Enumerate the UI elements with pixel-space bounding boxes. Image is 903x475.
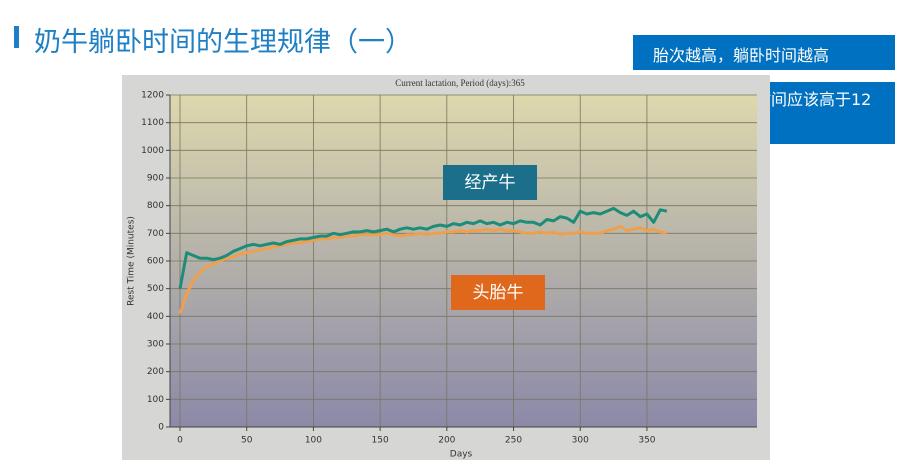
- x-tick-label: 100: [305, 436, 322, 446]
- line-series: [178, 206, 668, 289]
- x-tick-label: 200: [438, 436, 455, 446]
- title-bar: [14, 26, 19, 48]
- y-tick-label: 900: [147, 174, 164, 184]
- y-tick-label: 700: [147, 229, 164, 239]
- y-tick-label: 600: [147, 257, 164, 267]
- x-tick-label: 150: [372, 436, 389, 446]
- x-tick-label: 300: [572, 436, 589, 446]
- legend-label: 头胎牛: [473, 283, 524, 303]
- y-tick-label: 400: [147, 312, 164, 322]
- x-tick-label: 0: [177, 436, 183, 446]
- chart-title: Current lactation, Period (days):365: [395, 78, 525, 88]
- callout: 胎次越高，躺卧时间越高: [633, 35, 895, 70]
- slide-title: 奶牛躺卧时间的生理规律（一）: [34, 27, 412, 58]
- y-tick-label: 800: [147, 201, 164, 211]
- legend-box: [451, 275, 545, 310]
- y-tick-label: 1200: [141, 91, 164, 101]
- y-tick-label: 0: [158, 423, 164, 433]
- line-series: [178, 224, 668, 315]
- legend-box: [443, 165, 537, 200]
- y-tick-label: 200: [147, 367, 164, 377]
- y-axis-label: Rest Time (Minutes): [127, 216, 137, 306]
- x-tick-label: 50: [241, 436, 253, 446]
- x-axis-label: Days: [450, 450, 473, 460]
- x-tick-label: 250: [505, 436, 522, 446]
- legend-label: 经产牛: [465, 173, 516, 193]
- y-tick-label: 300: [147, 340, 164, 350]
- y-tick-label: 100: [147, 395, 164, 405]
- y-tick-label: 1000: [141, 146, 164, 156]
- y-tick-label: 500: [147, 284, 164, 294]
- y-tick-label: 1100: [141, 118, 164, 128]
- x-tick-label: 350: [638, 436, 655, 446]
